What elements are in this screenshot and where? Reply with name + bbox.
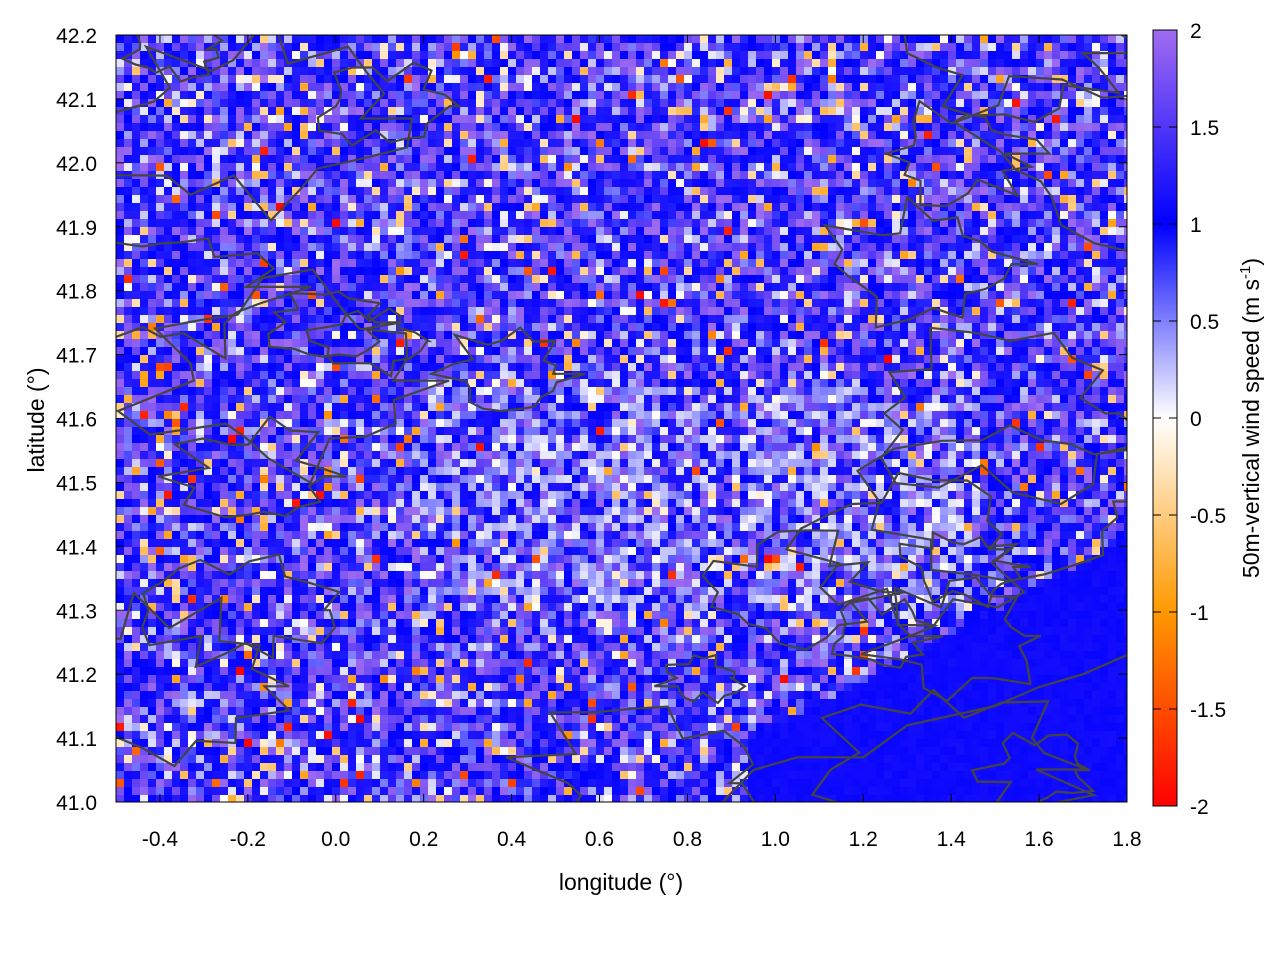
colorbar-tick-label: 0.5 xyxy=(1190,311,1219,334)
x-tick-label: 0.6 xyxy=(585,828,614,851)
contour-line xyxy=(157,415,347,519)
x-tick-label: 0.8 xyxy=(673,828,702,851)
colorbar-label: 50m-vertical wind speed (m s-1) xyxy=(1237,258,1264,578)
y-tick-label: 41.7 xyxy=(56,345,97,368)
contour-line xyxy=(141,553,342,669)
contour-line xyxy=(784,471,1026,627)
colorbar-tick-label: 0 xyxy=(1190,408,1202,431)
contour-line xyxy=(952,74,1127,252)
colorbar: 2 1.5 1 0.5 0 -0.5 -1 -1.5 -2 50m-vertical wind … xyxy=(1152,20,1264,819)
x-axis-ticks: -0.4 -0.2 0.0 0.2 0.4 0.6 0.8 1.0 1.2 1.4 1.6 1.8 xyxy=(142,35,1142,851)
y-tick-label: 41.8 xyxy=(56,281,97,304)
y-tick-label: 41.4 xyxy=(56,536,97,559)
contour-line xyxy=(898,530,1031,609)
colorbar-tick-label: 1 xyxy=(1190,214,1202,237)
contour-line xyxy=(116,237,312,361)
contour-line xyxy=(810,688,1098,802)
contour-line xyxy=(882,99,1052,208)
x-axis-label: longitude (°) xyxy=(559,869,683,895)
colorbar-ticks: 2 1.5 1 0.5 0 -0.5 -1 -1.5 -2 xyxy=(1153,20,1226,819)
y-tick-label: 41.3 xyxy=(56,600,97,623)
heatmap-cells xyxy=(116,35,1127,802)
coastline-contour xyxy=(721,653,1127,802)
colorbar-label-superscript: -1 xyxy=(1237,266,1254,279)
x-tick-label: 1.0 xyxy=(761,828,790,851)
contour-line xyxy=(116,35,414,223)
y-tick-label: 41.6 xyxy=(56,409,97,432)
plot-area xyxy=(115,34,1128,803)
y-tick-label: 42.1 xyxy=(56,89,97,112)
x-tick-label: 0.0 xyxy=(321,828,350,851)
contour-line xyxy=(267,290,402,358)
y-tick-label: 41.5 xyxy=(56,472,97,495)
x-tick-label: 1.6 xyxy=(1024,828,1053,851)
y-tick-label: 41.1 xyxy=(56,728,97,751)
contour-line xyxy=(970,731,1096,802)
colorbar-tick-label: -2 xyxy=(1190,796,1209,819)
colorbar-tick-label: -1.5 xyxy=(1190,699,1226,722)
contour-line xyxy=(903,35,1127,124)
x-tick-label: -0.4 xyxy=(142,828,179,851)
colorbar-tick-label: 1.5 xyxy=(1190,117,1219,140)
colorbar-tick-label: -1 xyxy=(1190,602,1209,625)
contour-line xyxy=(701,529,905,651)
contour-line xyxy=(830,597,944,669)
x-tick-label: 0.2 xyxy=(409,828,438,851)
x-tick-label: 1.2 xyxy=(849,828,878,851)
contour-line xyxy=(427,326,586,413)
x-tick-label: 1.4 xyxy=(937,828,967,851)
contour-line xyxy=(304,307,433,378)
contour-line xyxy=(654,653,747,705)
colorbar-tick-label: -0.5 xyxy=(1190,505,1226,528)
y-tick-label: 41.0 xyxy=(56,792,97,815)
contour-line xyxy=(879,326,1127,506)
colorbar-label-main: 50m-vertical wind speed (m s xyxy=(1238,279,1264,578)
y-axis-label: latitude (°) xyxy=(23,367,49,472)
terrain-contours xyxy=(116,35,1127,802)
contour-line xyxy=(119,35,225,83)
x-tick-label: 1.8 xyxy=(1112,828,1141,851)
x-tick-label: 0.4 xyxy=(497,828,527,851)
colorbar-tick-label: 2 xyxy=(1190,20,1202,43)
contour-line xyxy=(822,194,1039,329)
y-tick-label: 42.2 xyxy=(56,25,97,48)
y-axis-ticks: 41.0 41.1 41.2 41.3 41.4 41.5 41.6 41.7 41.8 41.9… xyxy=(56,25,1127,815)
contour-line xyxy=(116,268,450,485)
x-tick-label: -0.2 xyxy=(230,828,266,851)
contour-line xyxy=(860,576,1042,703)
contour-line xyxy=(116,590,292,768)
y-tick-label: 42.0 xyxy=(56,153,97,176)
contour-line xyxy=(505,705,756,802)
colorbar-label-end: ) xyxy=(1238,258,1264,266)
y-tick-label: 41.2 xyxy=(56,664,97,687)
y-tick-label: 41.9 xyxy=(56,217,97,240)
